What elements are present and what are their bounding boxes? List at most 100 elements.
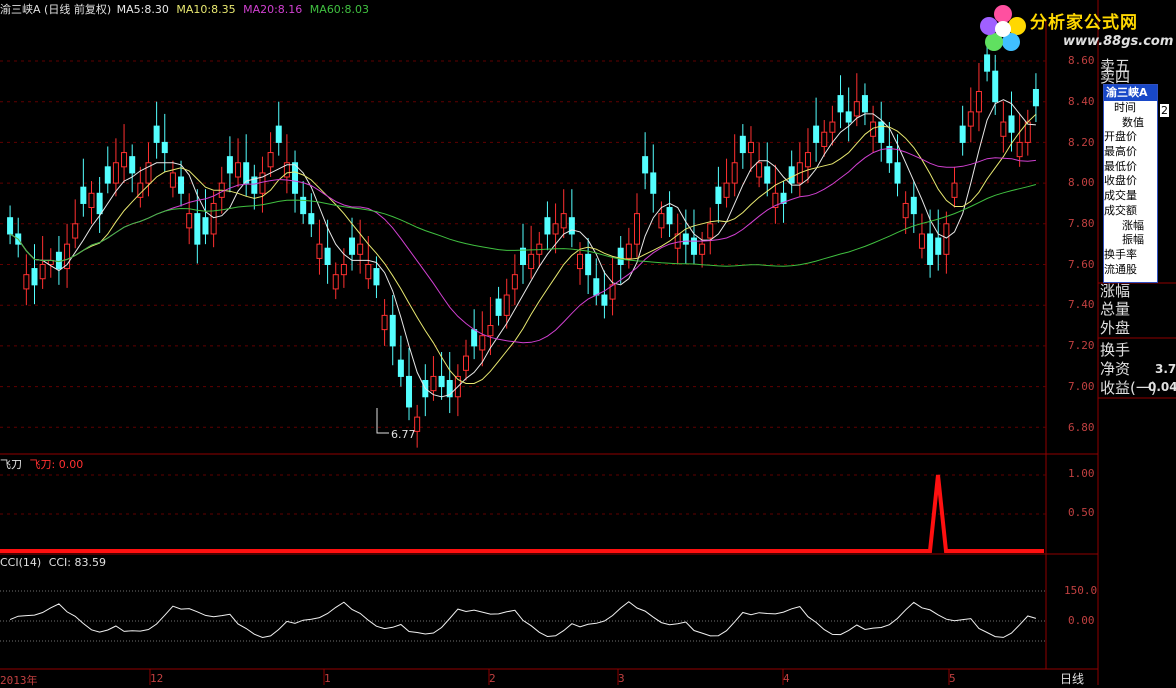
candle-body: [756, 162, 763, 178]
cci-line: [9, 601, 1037, 639]
candle-body: [243, 162, 250, 184]
candle-body: [1032, 88, 1039, 107]
candle-body: [560, 213, 567, 229]
quote-label: 净资: [1100, 360, 1131, 378]
popup-item: 时间: [1114, 101, 1136, 114]
candle-body: [764, 166, 771, 184]
info-popup: 渝三峡A 时间 数值 开盘价 最高价 最低价 收盘价 成交量 成交额 涨幅 振幅 换手率 流通股: [1103, 84, 1158, 283]
flower-icon: [980, 5, 1026, 51]
popup-item: 振幅: [1122, 233, 1144, 247]
candle-body: [308, 213, 315, 225]
ma5-line: [9, 99, 1036, 398]
period-info: (日线 前复权): [44, 3, 112, 16]
candle-body: [186, 213, 193, 229]
candle-body: [658, 213, 665, 229]
candle-body: [967, 111, 974, 127]
candle-body: [503, 294, 510, 316]
site-logo[interactable]: 分析家公式网 www.88gs.com: [975, 2, 1175, 54]
candle-body: [959, 125, 966, 143]
candle-body: [414, 416, 421, 432]
candle-body: [202, 217, 209, 235]
candle-body: [918, 233, 925, 249]
candle-body: [975, 91, 982, 113]
popup-item: 收盘价: [1104, 174, 1137, 188]
candle-body: [1000, 121, 1007, 137]
quote-label: 卖五: [1100, 57, 1131, 75]
candle-body: [715, 186, 722, 204]
date-tick: 2: [489, 672, 496, 685]
popup-item: 数值: [1122, 115, 1144, 129]
candle-body: [275, 125, 282, 143]
candle-body: [324, 247, 331, 266]
candle-body: [585, 253, 592, 276]
candle-body: [633, 213, 640, 245]
candle-body: [194, 213, 201, 245]
price-tick: 8.60: [1068, 54, 1095, 67]
candle-body: [23, 274, 30, 290]
quote-label: 换手: [1100, 341, 1131, 359]
candle-body: [821, 131, 828, 147]
candle-body: [438, 375, 445, 388]
candle-body: [520, 247, 526, 266]
candle-body: [731, 162, 738, 184]
candle-body: [145, 162, 152, 184]
candle-body: [666, 207, 673, 225]
candle-body: [642, 156, 649, 174]
candle-body: [357, 243, 364, 255]
candle-body: [446, 379, 453, 398]
candle-body: [910, 196, 917, 215]
candle-body: [292, 162, 299, 194]
popup-item: 成交额: [1104, 203, 1137, 217]
candle-body: [682, 233, 689, 245]
quote-label: 外盘: [1100, 319, 1131, 337]
candle-body: [943, 223, 950, 255]
candle-body: [129, 156, 136, 174]
feidao-tick: 1.00: [1068, 467, 1095, 480]
candle-body: [373, 268, 380, 286]
candle-body: [267, 152, 274, 168]
candle-body: [96, 192, 103, 215]
candle-body: [617, 247, 624, 266]
candle-body: [1024, 121, 1031, 143]
candle-body: [511, 274, 518, 290]
popup-item: 开盘价: [1104, 130, 1137, 144]
candle-body: [878, 121, 885, 143]
candle-body: [1016, 141, 1023, 158]
date-tick: 1: [324, 672, 331, 685]
quote-label: 涨幅: [1100, 282, 1131, 300]
candle-body: [528, 253, 535, 270]
candle-body: [226, 156, 233, 174]
feidao-indicator: [0, 474, 1044, 553]
date-tick: 5: [949, 672, 956, 685]
candle-body: [829, 121, 836, 133]
candle-body: [593, 278, 600, 296]
quote-value: 3.7: [1155, 362, 1176, 376]
logo-url: www.88gs.com: [1063, 34, 1174, 49]
candle-body: [902, 202, 909, 219]
candle-body: [690, 237, 697, 255]
feidao-tick: 0.50: [1068, 506, 1095, 519]
candle-body: [39, 264, 46, 280]
cci-name: CCI(14): [0, 556, 42, 569]
ma60-value: 8.03: [344, 3, 370, 16]
candle-body: [463, 355, 470, 371]
candle-body: [340, 264, 347, 276]
feidao-line: [0, 474, 1044, 553]
ma10-line: [9, 113, 1037, 384]
candle-body: [739, 135, 746, 154]
feidao-value: 飞刀: 0.00: [29, 458, 84, 471]
ma20-line: [9, 147, 1036, 344]
candle-body: [104, 166, 111, 184]
candle-body: [88, 192, 95, 209]
candle-body: [406, 375, 413, 408]
price-tick: 7.00: [1068, 380, 1095, 393]
price-tick: 7.20: [1068, 339, 1095, 352]
candle-body: [471, 329, 478, 347]
candle-body: [894, 162, 901, 184]
candle-body: [601, 294, 608, 306]
candle-body: [568, 217, 575, 235]
period-button[interactable]: 日线: [1060, 672, 1085, 686]
candle-body: [349, 237, 356, 255]
ma10-value: 8.35: [211, 3, 236, 16]
